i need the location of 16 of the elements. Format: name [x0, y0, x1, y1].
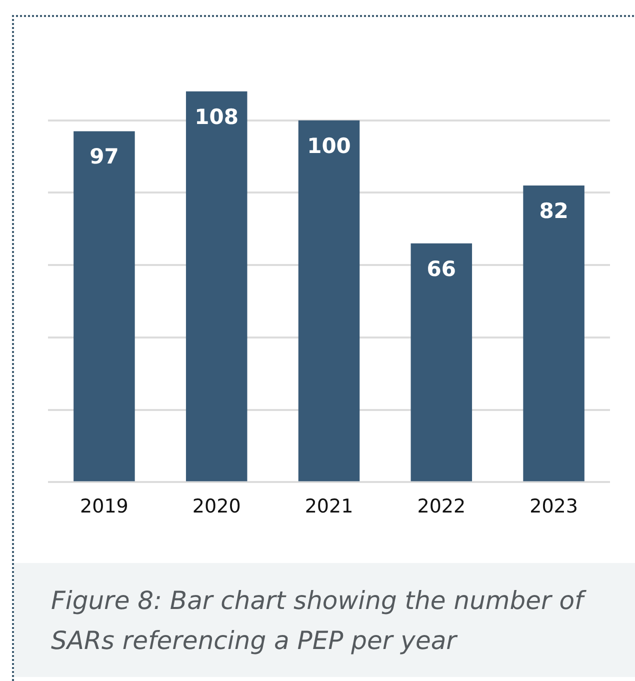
data-label: 108 [194, 104, 239, 129]
bar [410, 243, 472, 482]
x-tick-label: 2019 [80, 496, 128, 518]
data-label: 82 [539, 198, 568, 223]
x-tick-label: 2020 [192, 496, 241, 518]
bar [74, 131, 135, 482]
caption: Figure 8: Bar chart showing the number of SARs referencing a PEP per year [14, 563, 635, 677]
data-label: 97 [90, 144, 119, 169]
x-tick-label: 2023 [530, 496, 578, 518]
bar [298, 120, 360, 482]
data-label: 66 [426, 256, 456, 281]
x-tick-label: 2022 [417, 496, 466, 518]
x-tick-label: 2021 [304, 496, 354, 518]
data-label: 100 [307, 134, 351, 158]
bar [523, 185, 584, 482]
bar [186, 91, 248, 482]
